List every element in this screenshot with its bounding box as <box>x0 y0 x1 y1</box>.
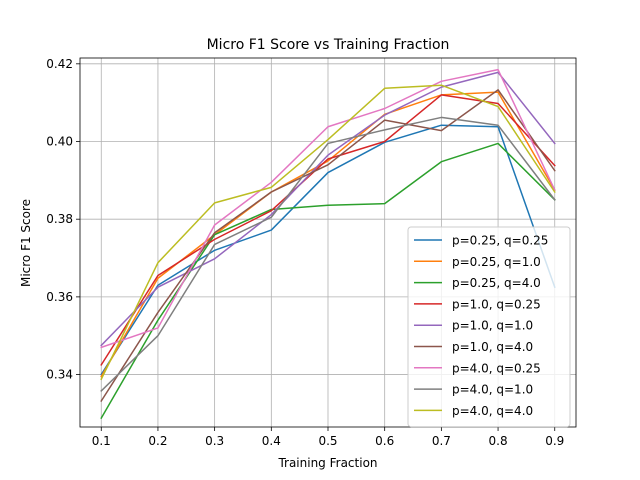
y-tick-label: 0.40 <box>46 135 73 149</box>
x-tick-label: 0.4 <box>262 434 281 448</box>
x-tick-label: 0.6 <box>375 434 394 448</box>
x-tick-label: 0.5 <box>318 434 337 448</box>
y-tick-label: 0.34 <box>46 368 73 382</box>
legend-label: p=0.25, q=0.25 <box>452 234 548 248</box>
x-tick-label: 0.9 <box>545 434 564 448</box>
series-line-p-0-25-q-0-25 <box>100 124 556 376</box>
series-lines <box>100 68 556 420</box>
series-line-p-1-0-q-1-0 <box>100 71 556 347</box>
legend-label: p=1.0, q=0.25 <box>452 297 541 311</box>
legend-label: p=0.25, q=1.0 <box>452 255 541 269</box>
legend-label: p=1.0, q=4.0 <box>452 340 533 354</box>
series-line-p-0-25-q-4-0 <box>100 142 556 420</box>
x-tick-label: 0.7 <box>432 434 451 448</box>
x-tick-label: 0.3 <box>205 434 224 448</box>
legend-label: p=4.0, q=1.0 <box>452 383 533 397</box>
legend: p=0.25, q=0.25 p=0.25, q=1.0 p=0.25, q=4.0… <box>407 226 571 428</box>
series-line-p-4-0-q-4-0 <box>100 84 556 381</box>
x-tick-label: 0.1 <box>92 434 111 448</box>
y-tick-label: 0.42 <box>46 57 73 71</box>
legend-label: p=0.25, q=4.0 <box>452 276 541 290</box>
series-line-p-1-0-q-0-25 <box>100 94 556 366</box>
y-axis-label: Micro F1 Score <box>19 199 33 287</box>
y-tick-label: 0.38 <box>46 212 73 226</box>
axis-ticks: 0.1 0.2 0.3 0.4 0.5 0.6 0.7 0.8 0.9 0.34 0.36 0.38 0… <box>46 57 564 448</box>
legend-label: p=4.0, q=0.25 <box>452 361 541 375</box>
series-line-p-1-0-q-4-0 <box>100 89 556 403</box>
series-line-p-4-0-q-1-0 <box>100 116 556 392</box>
x-tick-label: 0.8 <box>489 434 508 448</box>
x-tick-label: 0.2 <box>148 434 167 448</box>
series-line-p-4-0-q-0-25 <box>100 68 556 349</box>
x-axis-label: Training Fraction <box>277 456 377 470</box>
legend-label: p=4.0, q=4.0 <box>452 404 533 418</box>
legend-label: p=1.0, q=1.0 <box>452 319 533 333</box>
legend-box <box>407 226 571 428</box>
chart-title: Micro F1 Score vs Training Fraction <box>207 37 450 53</box>
y-tick-label: 0.36 <box>46 290 73 304</box>
